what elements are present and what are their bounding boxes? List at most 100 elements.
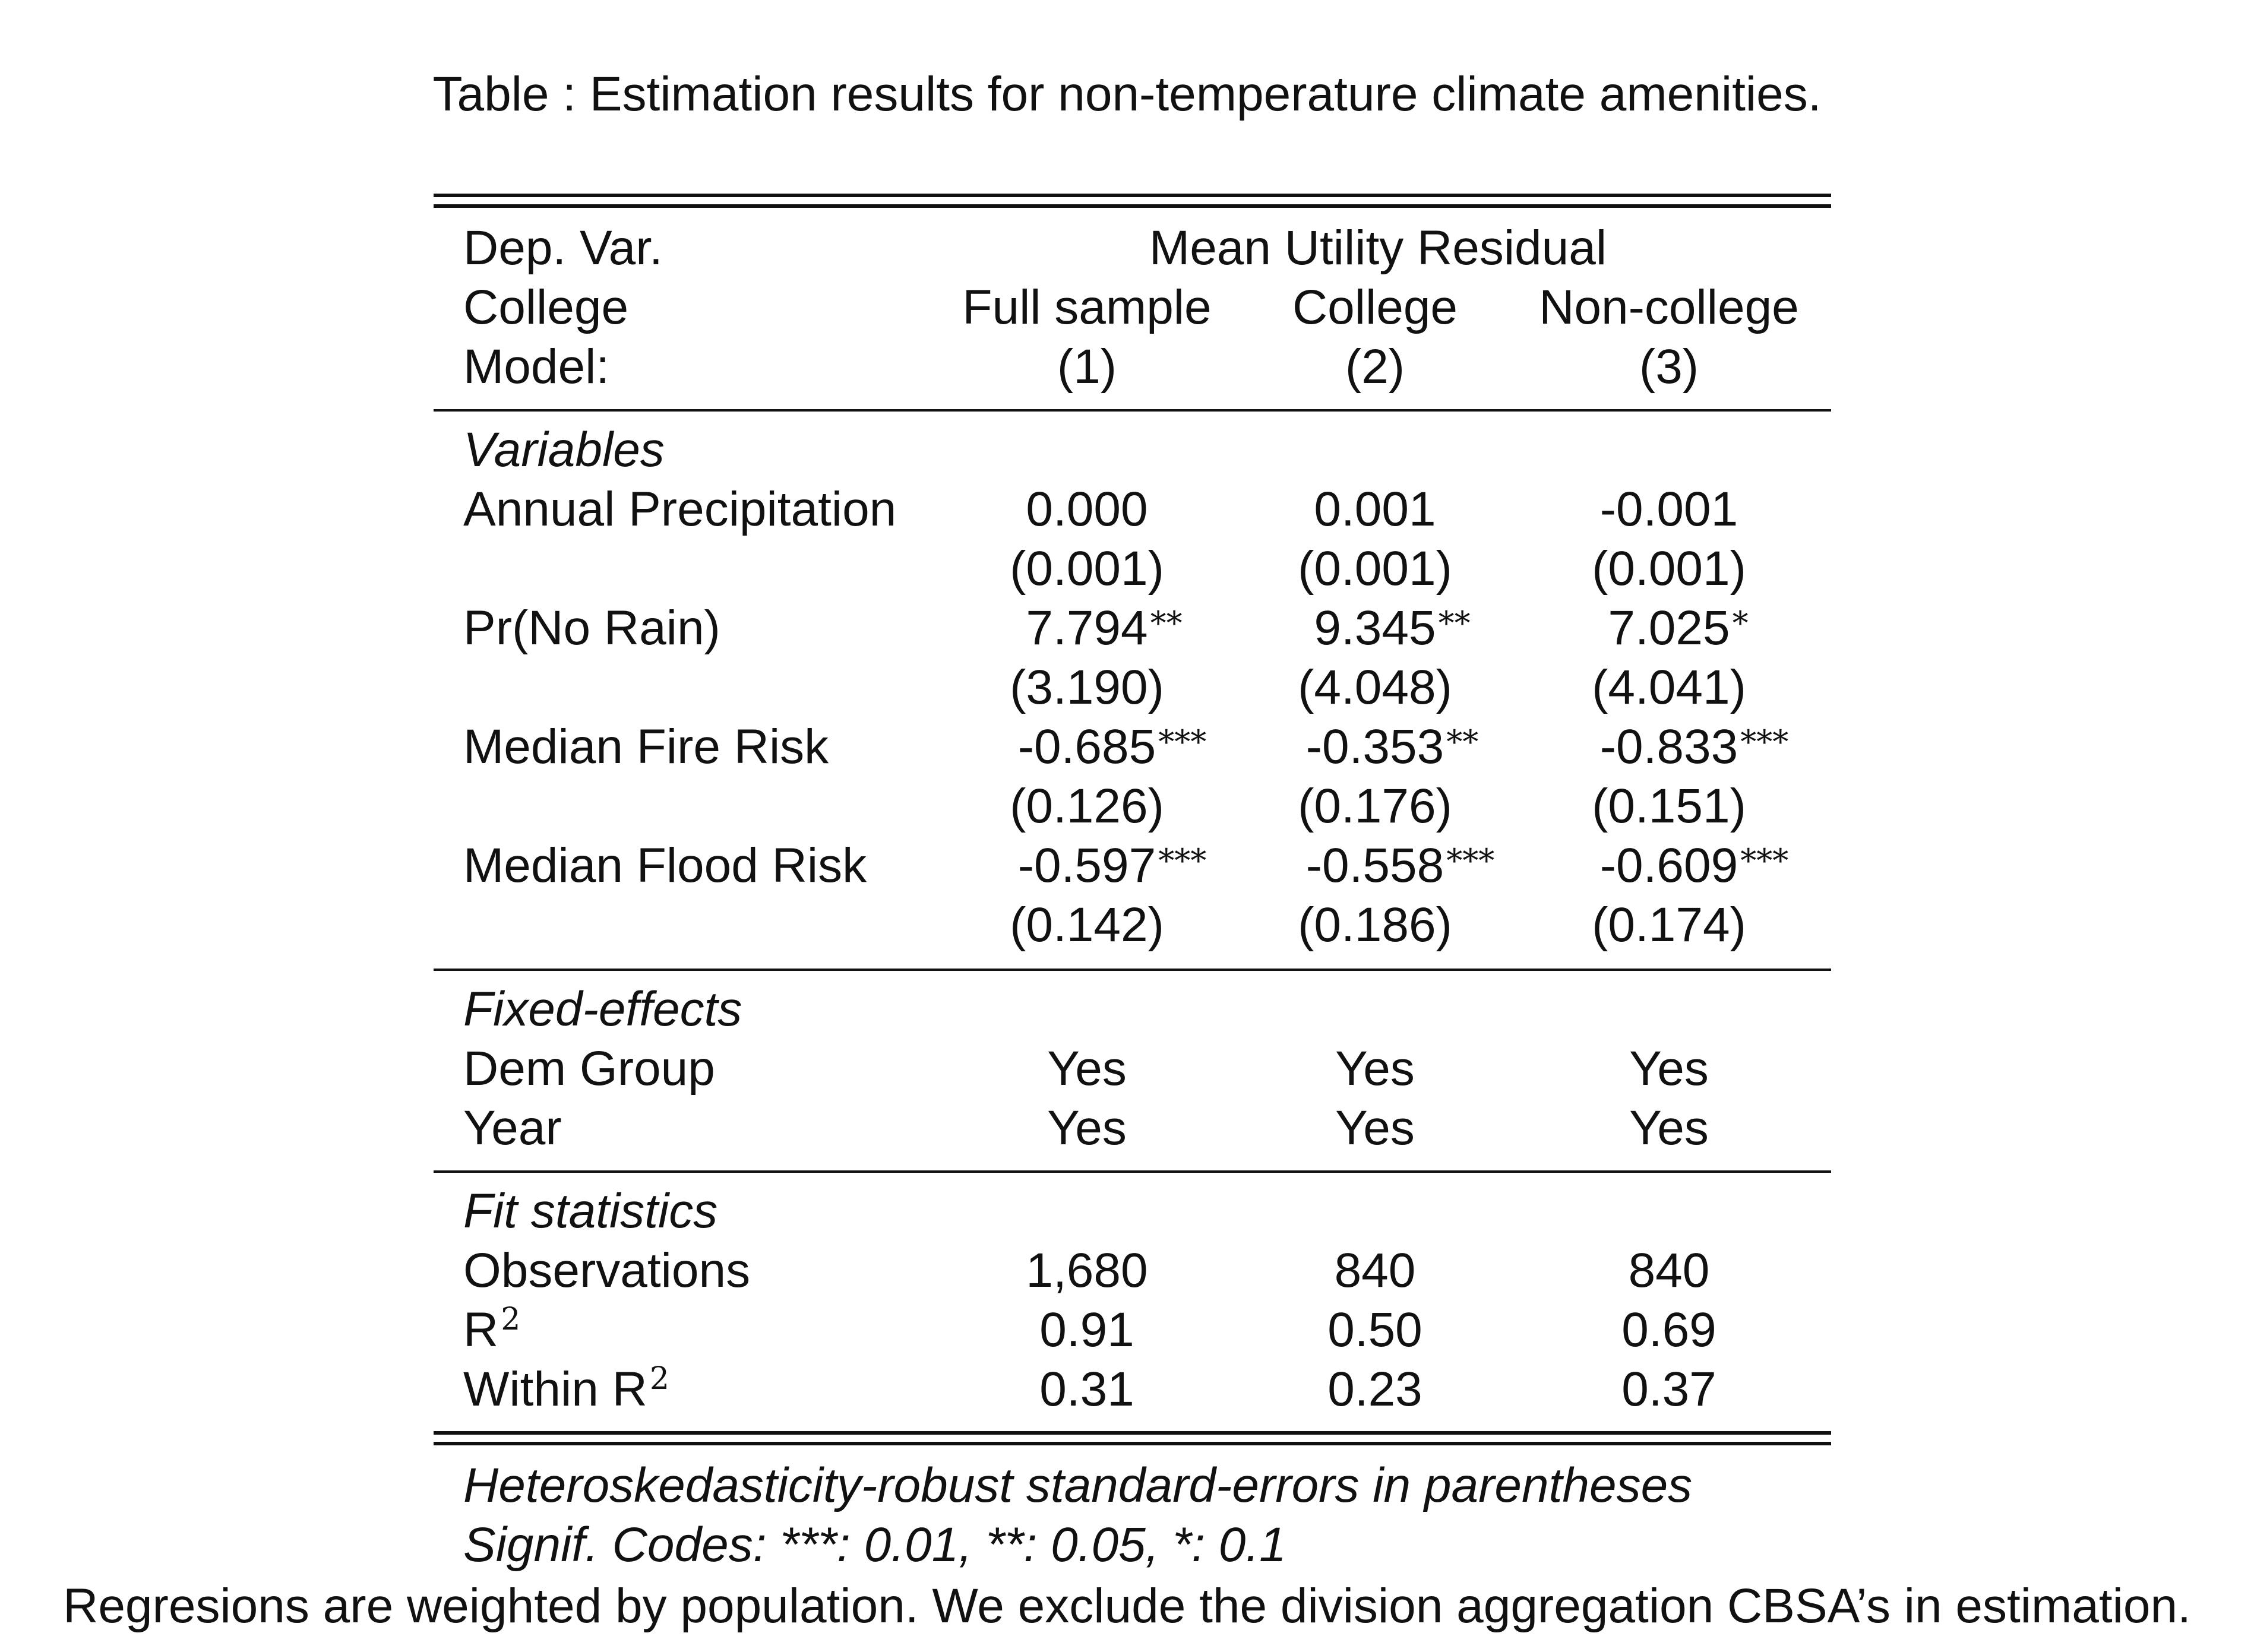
model-label: Model: [463,340,610,394]
table-row: Year Yes Yes Yes [0,1099,2254,1158]
estimate: 7.025 [1608,601,1730,655]
significance-stars: *** [1740,723,1789,761]
fixed-effect-label: Year [463,1101,562,1155]
variable-label: Median Flood Risk [463,838,867,893]
estimate: -0.353 [1305,720,1444,774]
standard-error: (0.186) [1298,898,1452,952]
dep-var-value: Mean Utility Residual [1149,221,1607,275]
table-row: Pr(No Rain) 7.794 ** 9.345 ** 7.025 * [0,599,2254,658]
significance-stars: *** [1158,842,1207,879]
standard-error: (0.176) [1298,779,1452,833]
estimate: -0.833 [1599,720,1738,774]
variables-rule [434,969,1831,971]
observations-value: 840 [1334,1243,1416,1297]
table-row: (0.126) (0.176) (0.151) [0,777,2254,836]
within-r2-value: 0.37 [1621,1362,1716,1416]
fit-statistics-section-label: Fit statistics [463,1184,718,1238]
signif-note: Signif. Codes: ***: 0.01, **: 0.05, *: 0… [463,1518,1286,1572]
top-rule-second [434,204,1831,208]
estimate: 9.345 [1314,601,1436,655]
college-row: College Full sample College Non-college [0,278,2254,337]
r2-value: 0.69 [1621,1303,1716,1357]
standard-error: (0.151) [1592,779,1746,833]
fixed-effect-label: Dem Group [463,1042,715,1096]
fixed-effect-value: Yes [1629,1101,1709,1155]
estimate: 0.001 [1314,482,1436,536]
estimate: -0.558 [1305,838,1444,893]
estimate: -0.597 [1017,838,1156,893]
within-r2-value: 0.31 [1039,1362,1134,1416]
standard-error: (4.041) [1592,660,1746,714]
within-r2-label: Within R [463,1362,647,1416]
estimate: -0.609 [1599,838,1738,893]
bottom-rule-second [434,1442,1831,1445]
standard-error: (4.048) [1298,660,1452,714]
estimate: 0.000 [1026,482,1148,536]
standard-error: (0.174) [1592,898,1746,952]
dep-var-row: Dep. Var. Mean Utility Residual [0,219,2254,278]
fixed-effect-value: Yes [1335,1101,1415,1155]
footer-note: Regresions are weighted by population. W… [63,1579,2191,1633]
table-row: (0.001) (0.001) (0.001) [0,539,2254,599]
table-row: R2 0.91 0.50 0.69 [0,1300,2254,1360]
table-row: Observations 1,680 840 840 [0,1241,2254,1300]
standard-error: (0.001) [1298,542,1452,596]
significance-stars: *** [1158,723,1207,761]
observations-value: 1,680 [1026,1243,1148,1297]
se-note: Heteroskedasticity-robust standard-error… [463,1458,1693,1512]
r2-label: R [463,1303,499,1357]
significance-stars: *** [1446,842,1495,879]
standard-error: (0.001) [1010,542,1164,596]
fixed-effect-value: Yes [1629,1042,1709,1096]
college-value-3: Non-college [1539,280,1799,334]
dep-var-label: Dep. Var. [463,221,663,275]
top-rule [434,194,1831,197]
table-row: Median Flood Risk -0.597 *** -0.558 *** -0… [0,836,2254,895]
fixed-effects-section-label: Fixed-effects [463,982,742,1036]
observations-label: Observations [463,1243,751,1297]
variable-label: Pr(No Rain) [463,601,720,655]
variable-label: Median Fire Risk [463,720,829,774]
standard-error: (0.126) [1010,779,1164,833]
standard-error: (0.142) [1010,898,1164,952]
header-rule [434,409,1831,412]
fixed-effect-value: Yes [1335,1042,1415,1096]
variable-label: Annual Precipitation [463,482,897,536]
standard-error: (3.190) [1010,660,1164,714]
fixed-effects-rule [434,1170,1831,1173]
table-row: (0.142) (0.186) (0.174) [0,895,2254,955]
fixed-effect-value: Yes [1047,1042,1127,1096]
significance-stars: * [1732,605,1749,642]
bottom-rule [434,1431,1831,1435]
estimate: -0.001 [1599,482,1738,536]
table-row: Dem Group Yes Yes Yes [0,1039,2254,1099]
model-value-2: (2) [1345,340,1405,394]
variables-section-label: Variables [463,423,665,477]
college-label: College [463,280,629,334]
significance-stars: ** [1438,605,1471,642]
estimate: -0.685 [1017,720,1156,774]
significance-stars: ** [1446,723,1479,761]
table-row: (3.190) (4.048) (4.041) [0,658,2254,717]
r2-value: 0.50 [1327,1303,1422,1357]
model-row: Model: (1) (2) (3) [0,337,2254,397]
college-value-1: Full sample [962,280,1212,334]
model-value-3: (3) [1639,340,1699,394]
fixed-effect-value: Yes [1047,1101,1127,1155]
within-r2-superscript: 2 [649,1361,669,1397]
table-row: Median Fire Risk -0.685 *** -0.353 ** -0.8… [0,717,2254,777]
variables-section-row: Variables [0,420,2254,480]
college-value-2: College [1292,280,1458,334]
observations-value: 840 [1628,1243,1710,1297]
standard-error: (0.001) [1592,542,1746,596]
significance-stars: ** [1150,605,1183,642]
table-row: Annual Precipitation 0.000 0.001 -0.001 [0,480,2254,539]
table-row: Within R2 0.31 0.23 0.37 [0,1360,2254,1419]
estimate: 7.794 [1026,601,1148,655]
r2-value: 0.91 [1039,1303,1134,1357]
fixed-effects-section-row: Fixed-effects [0,980,2254,1039]
table-caption: Table : Estimation results for non-tempe… [432,67,1822,121]
fit-statistics-section-row: Fit statistics [0,1182,2254,1241]
model-value-1: (1) [1057,340,1117,394]
r2-superscript: 2 [501,1302,521,1337]
